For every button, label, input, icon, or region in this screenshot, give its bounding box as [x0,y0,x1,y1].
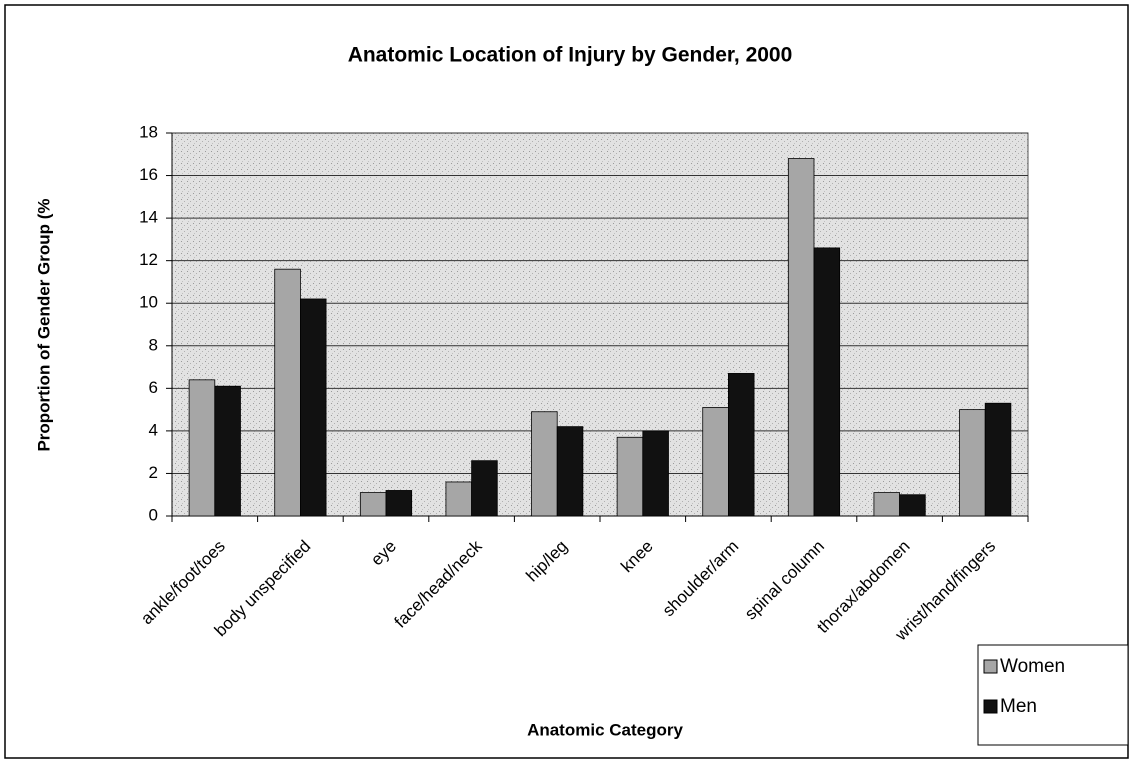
bar [274,268,301,517]
y-tick-label: 10 [139,293,158,312]
bar [787,158,815,517]
bar [873,492,900,517]
bar [445,481,473,517]
y-tick-label: 16 [139,165,158,184]
bar [642,430,669,517]
legend [977,644,1129,746]
y-tick-label: 4 [149,420,158,439]
bar [471,460,498,517]
bar [299,298,327,517]
y-axis-title: Proportion of Gender Group (% [34,198,53,451]
bar [214,385,241,517]
y-tick-label: 18 [139,122,158,141]
y-tick-label: 0 [149,505,158,524]
bar [813,247,841,517]
legend-label: Men [1000,696,1037,717]
y-tick-label: 2 [149,463,158,482]
bar [385,490,413,517]
bar [702,407,729,517]
legend-swatch [983,659,998,674]
bar [556,426,584,517]
bar [359,492,387,517]
bar [188,379,216,517]
bar [959,409,986,517]
legend-swatch [983,699,998,714]
bar [984,402,1012,517]
bar [616,436,644,517]
legend-label: Women [1000,656,1065,677]
y-tick-label: 8 [149,335,158,354]
y-tick-label: 14 [139,208,158,227]
chart-title: Anatomic Location of Injury by Gender, 2… [348,44,793,67]
bar [899,494,926,517]
y-tick-label: 12 [139,250,158,269]
bar [531,411,558,517]
bar [728,373,755,517]
y-tick-label: 6 [149,378,158,397]
x-axis-title: Anatomic Category [527,720,683,739]
